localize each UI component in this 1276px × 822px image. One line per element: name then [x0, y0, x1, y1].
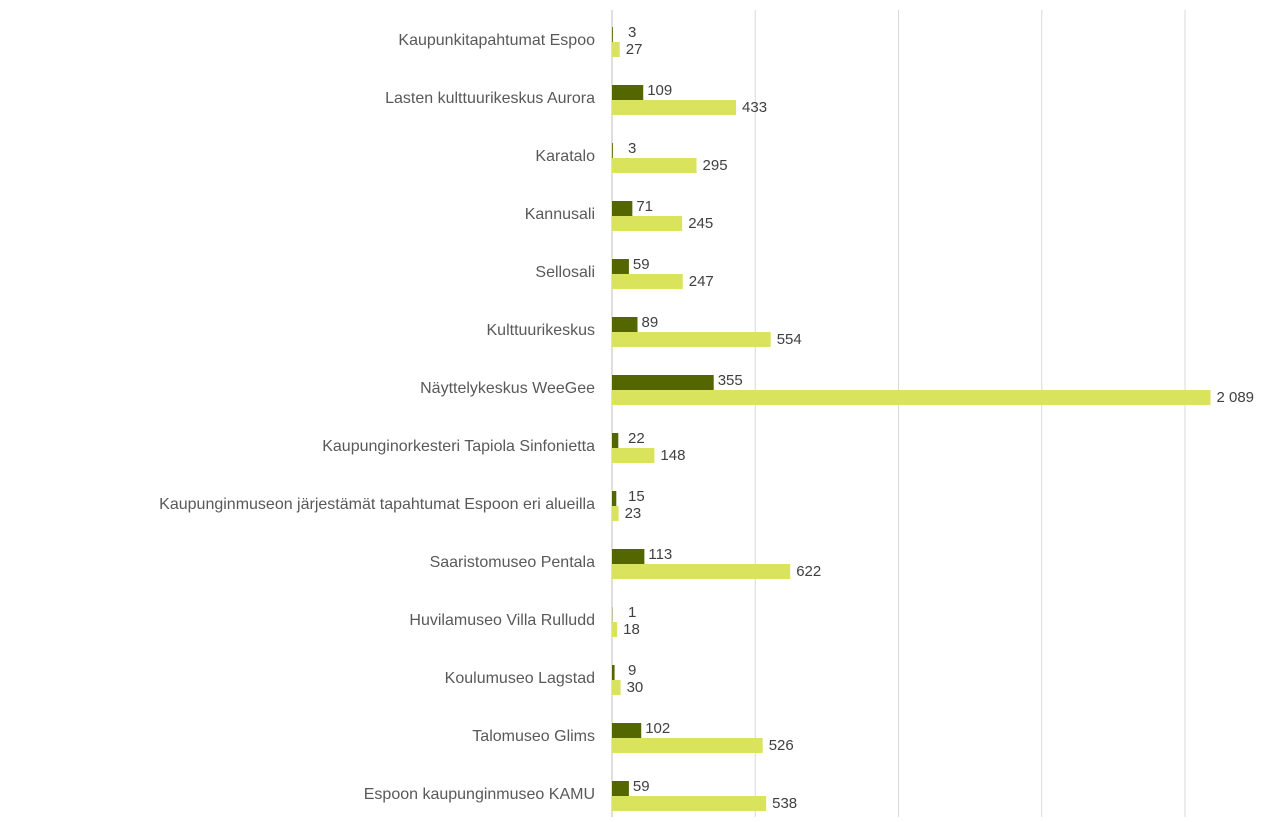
bar — [612, 738, 763, 753]
value-label: 433 — [742, 99, 767, 116]
bar — [612, 448, 654, 463]
category-label: Kaupunginmuseon järjestämät tapahtumat E… — [159, 496, 595, 513]
category-label: Saaristomuseo Pentala — [430, 554, 596, 571]
bar — [612, 390, 1210, 405]
bar — [612, 622, 617, 637]
value-label: 148 — [660, 447, 685, 464]
bar — [612, 564, 790, 579]
category-label: Kaupunkitapahtumat Espoo — [398, 32, 595, 49]
category-label: Kulttuurikeskus — [487, 322, 596, 339]
value-label: 23 — [625, 505, 642, 522]
value-label: 15 — [628, 488, 645, 505]
bar — [612, 433, 618, 448]
value-label: 18 — [623, 621, 640, 638]
bar — [612, 216, 682, 231]
bar — [612, 27, 613, 42]
value-label: 526 — [769, 737, 794, 754]
value-label: 27 — [626, 41, 643, 58]
value-label: 622 — [796, 563, 821, 580]
value-label: 245 — [688, 215, 713, 232]
category-label: Koulumuseo Lagstad — [445, 670, 595, 687]
bar — [612, 723, 641, 738]
value-label: 1 — [628, 604, 636, 621]
value-label: 9 — [628, 662, 636, 679]
bar — [612, 491, 616, 506]
bar — [612, 42, 620, 57]
value-label: 71 — [636, 198, 653, 215]
bar — [612, 85, 643, 100]
value-label: 295 — [703, 157, 728, 174]
value-label: 247 — [689, 273, 714, 290]
value-label: 102 — [645, 720, 670, 737]
value-label: 22 — [628, 430, 645, 447]
value-label: 3 — [628, 140, 636, 157]
bar — [612, 274, 683, 289]
bar — [612, 317, 637, 332]
bar — [612, 506, 619, 521]
bar — [612, 100, 736, 115]
bar — [612, 549, 644, 564]
value-label: 554 — [777, 331, 802, 348]
value-label: 355 — [718, 372, 743, 389]
category-label: Kaupunginorkesteri Tapiola Sinfonietta — [322, 438, 595, 455]
value-label: 59 — [633, 256, 650, 273]
value-label: 2 089 — [1216, 389, 1254, 406]
bar — [612, 375, 714, 390]
bar — [612, 680, 621, 695]
value-label: 3 — [628, 24, 636, 41]
category-label: Espoon kaupunginmuseo KAMU — [364, 786, 595, 803]
category-label: Kannusali — [525, 206, 595, 223]
value-label: 59 — [633, 778, 650, 795]
bar — [612, 332, 771, 347]
bar — [612, 781, 629, 796]
bar — [612, 201, 632, 216]
category-label: Lasten kulttuurikeskus Aurora — [385, 90, 595, 107]
value-label: 538 — [772, 795, 797, 812]
bar — [612, 796, 766, 811]
value-label: 109 — [647, 82, 672, 99]
category-label: Karatalo — [535, 148, 595, 165]
category-label: Talomuseo Glims — [472, 728, 595, 745]
category-label: Näyttelykeskus WeeGee — [420, 380, 595, 397]
value-label: 89 — [641, 314, 658, 331]
category-label: Sellosali — [535, 264, 595, 281]
bar — [612, 143, 613, 158]
bar — [612, 665, 615, 680]
value-label: 113 — [648, 546, 672, 563]
bar — [612, 259, 629, 274]
bar — [612, 158, 697, 173]
value-label: 30 — [627, 679, 644, 696]
category-label: Huvilamuseo Villa Rulludd — [409, 612, 595, 629]
